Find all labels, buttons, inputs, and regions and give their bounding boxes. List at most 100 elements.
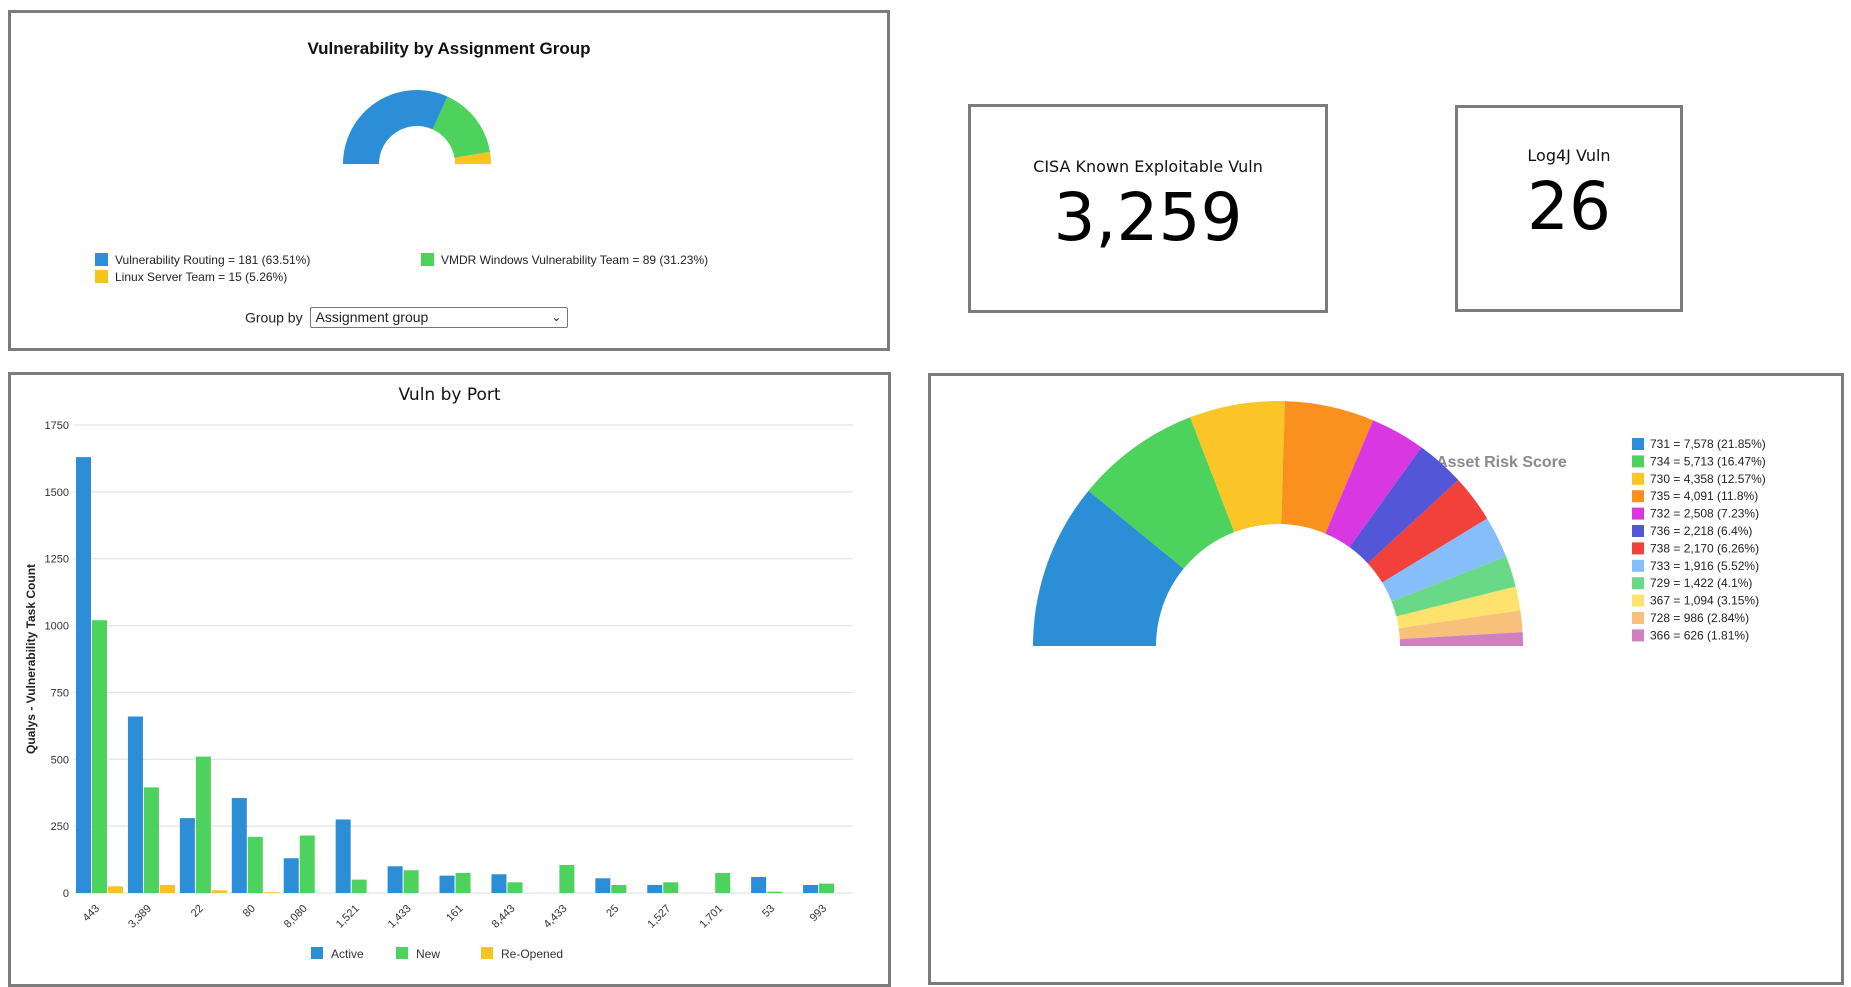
vuln-by-port-panel: Vuln by Port 0 250 500 750 1000 1250 1500 1750 Q… xyxy=(8,372,891,987)
legend-label[interactable]: 730 = 4,358 (12.57%) xyxy=(1650,472,1766,486)
risk-slice[interactable] xyxy=(1088,417,1235,569)
bar-active[interactable] xyxy=(179,818,195,893)
assignment-legend-item[interactable]: VMDR Windows Vulnerability Team = 89 (31… xyxy=(421,253,708,267)
bar-new[interactable] xyxy=(403,870,419,893)
risk-slice[interactable] xyxy=(1349,447,1459,564)
x-tick-label: 161 xyxy=(444,903,465,924)
assignment-slice[interactable] xyxy=(432,96,490,158)
legend-label[interactable]: 738 = 2,170 (6.26%) xyxy=(1650,541,1759,555)
legend-label[interactable]: 734 = 5,713 (16.47%) xyxy=(1650,454,1766,468)
x-tick-label: 993 xyxy=(808,903,829,924)
risk-slice[interactable] xyxy=(1391,556,1516,617)
bar-active[interactable] xyxy=(751,876,767,893)
group-by-select[interactable]: Assignment group ⌄ xyxy=(310,307,569,328)
x-tick-label: 1,701 xyxy=(697,903,725,931)
risk-slice[interactable] xyxy=(1382,518,1507,602)
x-tick-label: 4,433 xyxy=(542,903,570,931)
chevron-down-icon: ⌄ xyxy=(551,310,562,324)
bar-re-opened[interactable] xyxy=(211,890,227,893)
bar-new[interactable] xyxy=(611,884,627,893)
legend-swatch xyxy=(95,253,108,266)
bar-active[interactable] xyxy=(491,874,507,893)
bar-new[interactable] xyxy=(299,835,315,893)
cisa-kpi-label: CISA Known Exploitable Vuln xyxy=(1033,157,1263,176)
bar-new[interactable] xyxy=(819,883,835,893)
assignment-legend-item[interactable]: Linux Server Team = 15 (5.26%) xyxy=(95,270,287,284)
bar-active[interactable] xyxy=(76,457,91,893)
legend-label[interactable]: Active xyxy=(331,947,364,961)
bar-new[interactable] xyxy=(663,882,679,893)
legend-label[interactable]: 731 = 7,578 (21.85%) xyxy=(1650,437,1766,451)
risk-slice[interactable] xyxy=(1396,586,1521,629)
legend-label: VMDR Windows Vulnerability Team = 89 (31… xyxy=(441,253,709,267)
bar-active[interactable] xyxy=(595,878,611,893)
assignment-slice[interactable] xyxy=(342,90,448,164)
legend-swatch xyxy=(481,947,493,959)
bar-re-opened[interactable] xyxy=(108,886,123,893)
bar-active[interactable] xyxy=(231,798,247,893)
legend-label[interactable]: 736 = 2,218 (6.4%) xyxy=(1650,524,1752,538)
assignment-slice[interactable] xyxy=(454,151,491,164)
risk-slice[interactable] xyxy=(1325,420,1422,548)
legend-label[interactable]: 366 = 626 (1.81%) xyxy=(1650,628,1749,642)
bar-active[interactable] xyxy=(283,858,299,893)
bar-active[interactable] xyxy=(803,884,819,893)
y-tick-label: 1250 xyxy=(45,554,69,566)
x-tick-label: 1,521 xyxy=(334,903,362,931)
bar-new[interactable] xyxy=(143,787,159,893)
bar-active[interactable] xyxy=(439,875,455,893)
x-tick-label: 22 xyxy=(189,903,206,920)
bar-active[interactable] xyxy=(647,884,663,893)
bar-re-opened[interactable] xyxy=(263,892,279,893)
bar-new[interactable] xyxy=(715,872,731,893)
bar-active[interactable] xyxy=(387,866,403,893)
legend-swatch xyxy=(1632,490,1644,503)
y-tick-label: 0 xyxy=(63,888,69,900)
group-by-label: Group by xyxy=(245,309,303,326)
log4j-kpi-label: Log4J Vuln xyxy=(1527,146,1611,165)
legend-swatch xyxy=(421,253,434,266)
bar-active[interactable] xyxy=(335,819,351,893)
bar-new[interactable] xyxy=(195,756,211,893)
legend-label[interactable]: 729 = 1,422 (4.1%) xyxy=(1650,576,1752,590)
legend-swatch xyxy=(1632,542,1644,555)
log4j-kpi-panel[interactable]: Log4J Vuln 26 xyxy=(1455,105,1683,312)
legend-label[interactable]: 733 = 1,916 (5.52%) xyxy=(1650,559,1759,573)
risk-slice[interactable] xyxy=(1367,480,1488,583)
legend-label[interactable]: Re-Opened xyxy=(501,947,563,961)
bar-active[interactable] xyxy=(127,716,143,893)
risk-slice[interactable] xyxy=(1399,632,1523,646)
y-tick-label: 1750 xyxy=(45,420,69,432)
y-tick-label: 1000 xyxy=(45,621,69,633)
bar-new[interactable] xyxy=(559,864,575,893)
risk-slice[interactable] xyxy=(1190,401,1285,533)
bar-new[interactable] xyxy=(507,882,523,893)
risk-slice[interactable] xyxy=(1281,401,1374,534)
legend-swatch xyxy=(1632,577,1644,590)
cisa-kpi-panel[interactable]: CISA Known Exploitable Vuln 3,259 xyxy=(968,104,1328,313)
legend-swatch xyxy=(396,947,408,959)
legend-label[interactable]: 367 = 1,094 (3.15%) xyxy=(1650,594,1759,608)
legend-label[interactable]: New xyxy=(416,947,440,961)
risk-slice[interactable] xyxy=(1033,490,1184,646)
y-axis-title: Qualys - Vulnerability Task Count xyxy=(24,564,38,754)
assignment-legend-item[interactable]: Vulnerability Routing = 181 (63.51%) xyxy=(95,253,310,267)
bar-re-opened[interactable] xyxy=(159,884,175,893)
legend-swatch xyxy=(1632,525,1644,537)
bar-new[interactable] xyxy=(92,620,107,893)
legend-label[interactable]: 728 = 986 (2.84%) xyxy=(1650,611,1749,625)
bar-new[interactable] xyxy=(767,891,783,893)
y-tick-label: 1500 xyxy=(45,487,69,499)
legend-label: Vulnerability Routing = 181 (63.51%) xyxy=(115,253,311,267)
risk-slice[interactable] xyxy=(1398,610,1523,640)
legend-label[interactable]: 732 = 2,508 (7.23%) xyxy=(1650,507,1759,521)
assignment-donut-chart xyxy=(342,90,491,164)
bar-new[interactable] xyxy=(351,879,367,893)
bar-new[interactable] xyxy=(247,836,263,893)
legend-swatch xyxy=(1632,472,1644,485)
legend-label[interactable]: 735 = 4,091 (11.8%) xyxy=(1650,489,1758,503)
port-chart-title: Vuln by Port xyxy=(398,385,501,405)
legend-swatch xyxy=(1632,559,1644,572)
port-bar-chart: 0 250 500 750 1000 1250 1500 1750 Qualys - Vulne… xyxy=(24,420,853,961)
bar-new[interactable] xyxy=(455,872,471,893)
